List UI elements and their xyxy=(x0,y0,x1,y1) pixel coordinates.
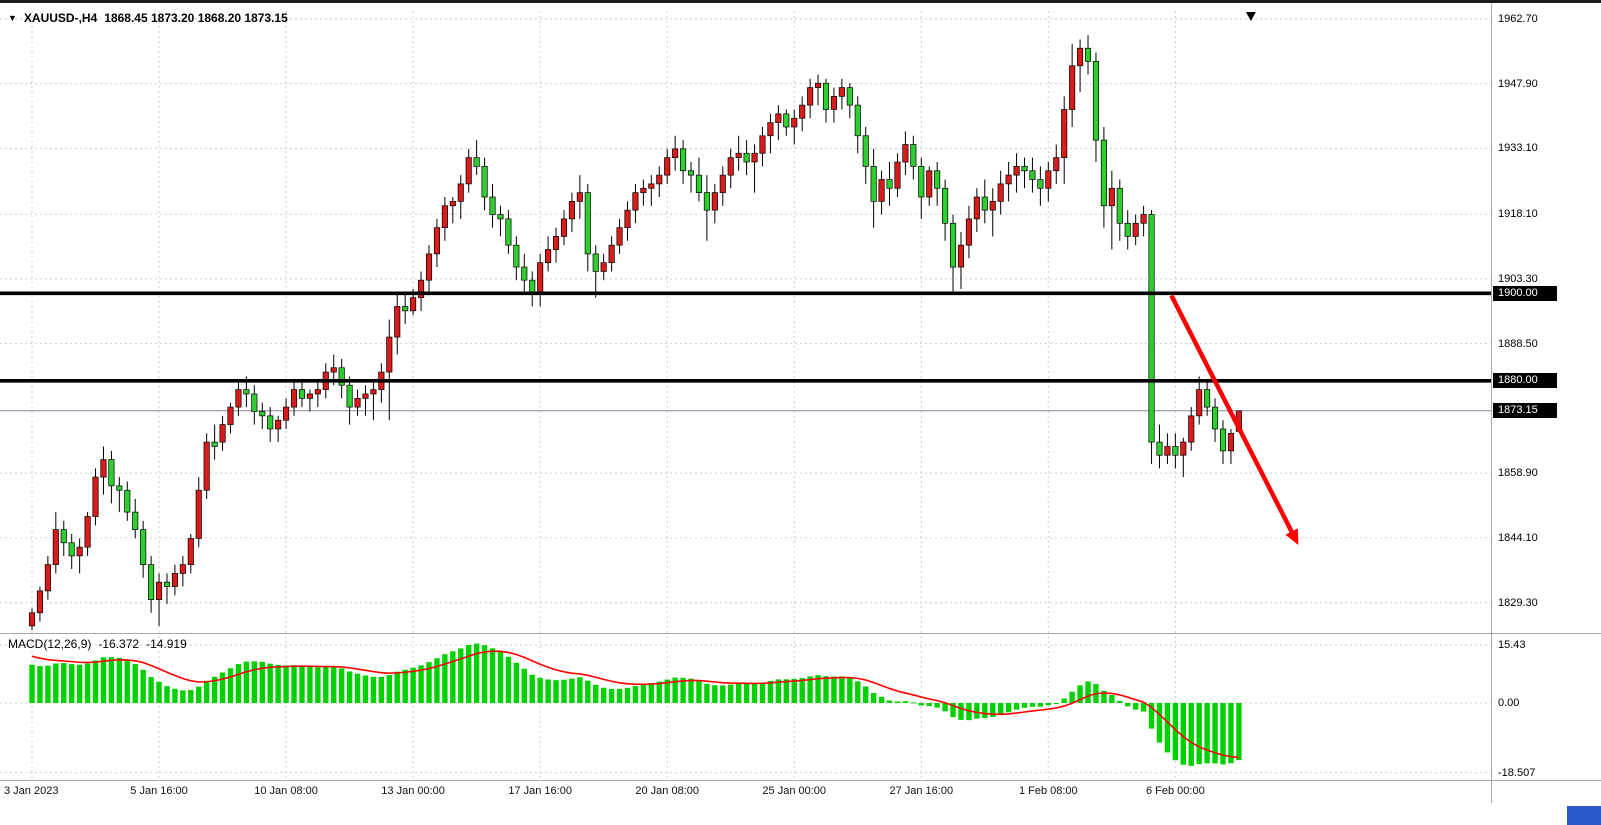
price-axis: 1962.70 1947.90 1933.10 1918.10 1903.30 1888.… xyxy=(1492,3,1601,803)
panel-separators xyxy=(0,3,1601,803)
time-axis-label: 5 Jan 16:00 xyxy=(130,785,188,797)
price-axis-label: 1933.10 xyxy=(1498,142,1538,155)
macd-value: -16.372 xyxy=(98,637,140,651)
ohlc-values: 1868.45 1873.20 1868.20 1873.15 xyxy=(104,11,288,25)
symbol-info-line: ▼ XAUUSD-,H4 1868.45 1873.20 1868.20 187… xyxy=(8,11,288,25)
time-axis-label: 13 Jan 00:00 xyxy=(381,785,445,797)
candles-layer xyxy=(28,35,1242,631)
price-axis-label: 1947.90 xyxy=(1498,77,1538,90)
corner-accent xyxy=(1567,806,1601,825)
chart-canvas[interactable] xyxy=(0,3,1601,803)
macd-signal-value: -14.919 xyxy=(146,637,187,651)
time-axis-label: 6 Feb 00:00 xyxy=(1146,785,1205,797)
macd-info-line: MACD(12,26,9) -16.372 -14.919 xyxy=(8,637,187,651)
price-axis-label: 1858.90 xyxy=(1498,467,1538,480)
time-axis: 3 Jan 2023 5 Jan 16:00 10 Jan 08:00 13 Jan … xyxy=(0,780,1491,803)
time-axis-label: 1 Feb 08:00 xyxy=(1018,785,1078,797)
price-axis-label: 1962.70 xyxy=(1498,12,1538,25)
trend-arrow[interactable] xyxy=(1169,294,1299,545)
macd-axis-label: -18.507 xyxy=(1498,766,1536,779)
price-tag-level: 1880.00 xyxy=(1493,373,1557,389)
price-axis-label: 1888.50 xyxy=(1498,337,1538,350)
macd-axis-label: 15.43 xyxy=(1498,638,1526,651)
macd-title: MACD(12,26,9) xyxy=(8,637,92,651)
price-tag-level: 1900.00 xyxy=(1493,285,1557,301)
price-axis-label: 1918.10 xyxy=(1498,208,1538,221)
horizontal-level-lines[interactable] xyxy=(0,291,1491,383)
symbol-timeframe-label: XAUUSD-,H4 xyxy=(23,11,98,25)
chart-menu-icon[interactable]: ▼ xyxy=(8,13,17,23)
grid-lines xyxy=(0,11,1491,780)
time-axis-label: 25 Jan 00:00 xyxy=(762,785,827,797)
time-axis-label: 27 Jan 16:00 xyxy=(889,785,954,797)
macd-signal-line xyxy=(31,650,1239,759)
price-axis-label: 1903.30 xyxy=(1498,272,1538,285)
time-axis-label: 10 Jan 08:00 xyxy=(254,785,318,797)
macd-histogram xyxy=(29,643,1242,766)
time-axis-label: 17 Jan 16:00 xyxy=(508,785,572,797)
price-tag-current-price: 1873.15 xyxy=(1493,403,1557,419)
time-axis-label: 3 Jan 2023 xyxy=(4,785,59,797)
chart-shift-marker[interactable] xyxy=(1245,12,1256,21)
price-axis-label: 1829.30 xyxy=(1498,596,1538,609)
price-axis-label: 1844.10 xyxy=(1498,531,1538,544)
time-axis-label: 20 Jan 08:00 xyxy=(635,785,699,797)
macd-axis-label: 0.00 xyxy=(1498,697,1520,709)
